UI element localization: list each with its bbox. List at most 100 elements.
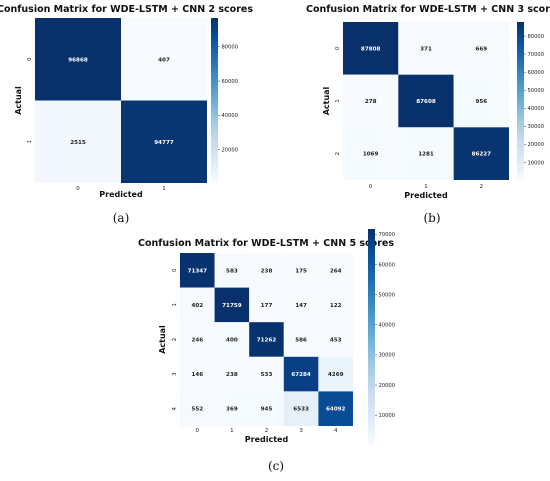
cell-value-label: 586 bbox=[295, 338, 307, 344]
cell-value-label: 86227 bbox=[472, 152, 492, 158]
cell-value-label: 453 bbox=[330, 338, 342, 344]
matrix-cell bbox=[453, 22, 509, 75]
matrix-cell bbox=[214, 356, 250, 392]
matrix-cell bbox=[283, 356, 319, 392]
cell-value-label: 583 bbox=[226, 268, 238, 274]
y-tick-label: 1 bbox=[335, 99, 341, 103]
matrix-cell bbox=[214, 253, 250, 288]
y-tick-label: 0 bbox=[172, 268, 178, 272]
colorbar-tick-label: 80000 bbox=[528, 34, 545, 40]
cell-value-label: 400 bbox=[226, 338, 238, 344]
matrix-cell bbox=[180, 391, 215, 426]
cell-value-label: 278 bbox=[365, 99, 377, 105]
confusion-matrix-panel-3: Confusion Matrix for WDE-LSTM + CNN 5 sc… bbox=[138, 229, 395, 473]
matrix-cell bbox=[283, 253, 319, 288]
x-tick-label: 4 bbox=[334, 428, 338, 434]
cell-value-label: 67284 bbox=[291, 372, 311, 378]
matrix-cell bbox=[283, 391, 319, 426]
matrix-cell bbox=[398, 74, 454, 128]
x-axis-label: Predicted bbox=[99, 190, 143, 199]
y-tick-label: 3 bbox=[172, 372, 178, 376]
y-tick-label: 0 bbox=[27, 57, 33, 61]
matrix-cell bbox=[283, 287, 319, 323]
matrix-cell bbox=[318, 287, 353, 323]
panel-caption: (b) bbox=[423, 211, 440, 225]
cell-value-label: 122 bbox=[330, 303, 342, 309]
cell-value-label: 4269 bbox=[328, 372, 344, 378]
colorbar bbox=[368, 229, 375, 445]
colorbar-tick-label: 20000 bbox=[222, 147, 239, 153]
chart-title: Confusion Matrix for WDE-LSTM + CNN 3 sc… bbox=[306, 4, 550, 15]
colorbar bbox=[211, 18, 218, 183]
matrix-cell bbox=[453, 127, 509, 180]
cell-value-label: 87808 bbox=[361, 46, 381, 52]
colorbar bbox=[517, 22, 524, 180]
matrix-cell bbox=[121, 100, 207, 183]
y-tick-label: 2 bbox=[172, 338, 178, 342]
cell-value-label: 71262 bbox=[257, 338, 277, 344]
matrix-cell bbox=[249, 253, 284, 288]
cell-value-label: 1281 bbox=[418, 152, 434, 158]
y-tick-label: 0 bbox=[335, 46, 341, 50]
cell-value-label: 87608 bbox=[416, 99, 436, 105]
matrix-cell bbox=[249, 356, 284, 392]
colorbar-tick-label: 30000 bbox=[379, 353, 396, 359]
matrix-cell bbox=[249, 391, 284, 426]
cell-value-label: 71759 bbox=[222, 303, 242, 309]
colorbar-tick-label: 70000 bbox=[528, 52, 545, 58]
matrix-cell bbox=[214, 287, 250, 323]
cell-value-label: 94777 bbox=[154, 140, 174, 146]
matrix-cell bbox=[318, 322, 353, 357]
cell-value-label: 407 bbox=[158, 57, 170, 63]
cell-value-label: 96868 bbox=[68, 57, 88, 63]
x-tick-label: 2 bbox=[480, 184, 484, 190]
y-axis-label: Actual bbox=[14, 86, 23, 115]
matrix-cell bbox=[318, 253, 353, 288]
matrix-cell bbox=[180, 322, 215, 357]
colorbar-tick-label: 10000 bbox=[379, 413, 396, 419]
matrix-cell bbox=[214, 322, 250, 357]
cell-value-label: 64092 bbox=[326, 407, 346, 413]
matrix-cell bbox=[35, 18, 121, 101]
colorbar-tick-label: 10000 bbox=[528, 160, 545, 166]
matrix-cell bbox=[343, 22, 399, 75]
colorbar-tick-label: 70000 bbox=[379, 232, 396, 238]
colorbar-tick-label: 80000 bbox=[222, 45, 239, 51]
matrix-cell bbox=[343, 74, 399, 128]
y-tick-label: 1 bbox=[172, 303, 178, 307]
matrix-cell bbox=[398, 22, 454, 75]
colorbar-tick-label: 60000 bbox=[379, 262, 396, 268]
cell-value-label: 6533 bbox=[293, 407, 309, 413]
x-tick-label: 0 bbox=[369, 184, 373, 190]
matrix-cell bbox=[35, 100, 121, 183]
colorbar-tick-label: 20000 bbox=[379, 383, 396, 389]
matrix-cell bbox=[180, 356, 215, 392]
cell-value-label: 71347 bbox=[188, 268, 208, 274]
y-tick-label: 2 bbox=[335, 152, 341, 156]
matrix-cell bbox=[214, 391, 250, 426]
confusion-matrix-panel-1: Confusion Matrix for WDE-LSTM + CNN 2 sc… bbox=[0, 4, 253, 225]
cell-value-label: 238 bbox=[226, 372, 238, 378]
matrix-cell bbox=[180, 253, 215, 288]
cell-value-label: 238 bbox=[261, 268, 273, 274]
x-tick-label: 2 bbox=[265, 428, 269, 434]
chart-title: Confusion Matrix for WDE-LSTM + CNN 2 sc… bbox=[0, 4, 253, 15]
matrix-cell bbox=[249, 322, 284, 357]
x-tick-label: 0 bbox=[76, 186, 80, 192]
cell-value-label: 669 bbox=[475, 46, 487, 52]
y-tick-label: 4 bbox=[172, 406, 178, 410]
cell-value-label: 264 bbox=[330, 268, 342, 274]
panel-caption: (c) bbox=[268, 459, 284, 473]
colorbar-tick-label: 60000 bbox=[222, 79, 239, 85]
cell-value-label: 533 bbox=[261, 372, 273, 378]
x-axis-label: Predicted bbox=[245, 435, 289, 444]
matrix-cell bbox=[180, 287, 215, 323]
cell-value-label: 369 bbox=[226, 407, 238, 413]
matrix-cell bbox=[318, 356, 353, 392]
colorbar-tick-label: 20000 bbox=[528, 142, 545, 148]
x-tick-label: 3 bbox=[299, 428, 303, 434]
panel-caption: (a) bbox=[113, 211, 130, 225]
matrix-cell bbox=[398, 127, 454, 180]
cell-value-label: 146 bbox=[191, 372, 203, 378]
